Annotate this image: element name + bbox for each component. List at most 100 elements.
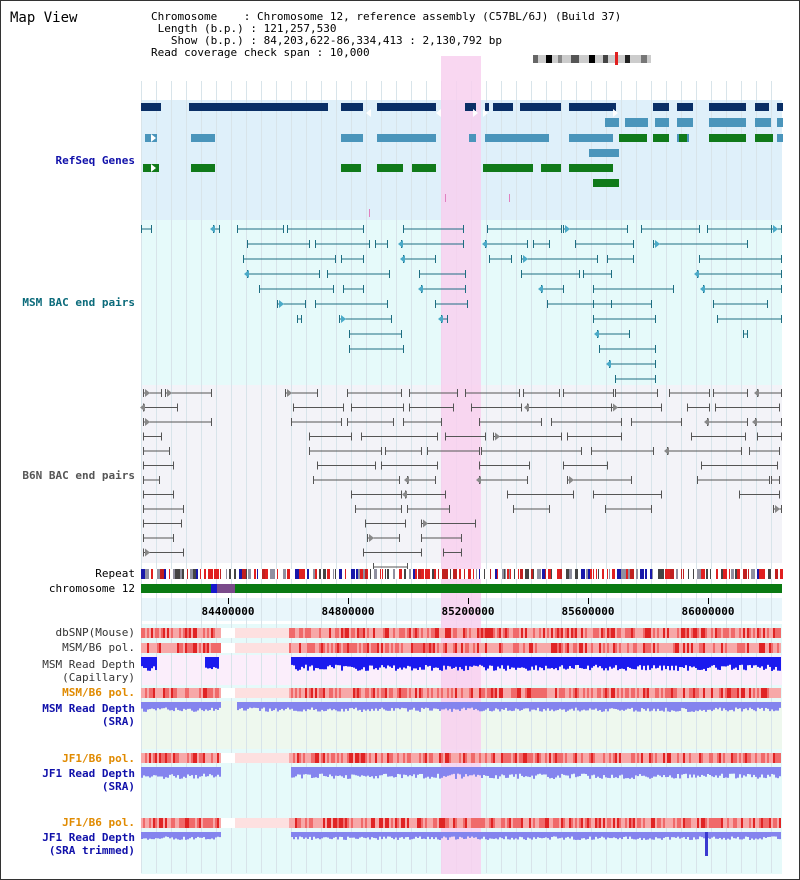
jf1-trim-depth xyxy=(305,832,307,838)
msm-sra-depth xyxy=(335,702,337,711)
msm-pol-mark xyxy=(703,643,705,653)
dbsnp-mark xyxy=(363,628,365,638)
msm-capillary-depth xyxy=(657,657,659,668)
bac-end-arrow xyxy=(523,255,528,263)
dbsnp-mark xyxy=(663,628,665,638)
bac-end xyxy=(421,519,422,528)
dbsnp-mark xyxy=(267,628,269,638)
dbsnp-mark xyxy=(671,628,673,638)
gene-exon xyxy=(777,118,783,127)
dbsnp-mark xyxy=(215,628,217,638)
bac-end xyxy=(513,505,514,513)
msm-pol-mark xyxy=(249,643,251,653)
dbsnp-mark xyxy=(343,628,345,638)
dbsnp-mark xyxy=(247,628,249,638)
jf1-pol-mark xyxy=(173,753,175,763)
jf1-trim-depth xyxy=(365,832,367,839)
jf1-pol-mark xyxy=(297,753,299,763)
bac-end xyxy=(479,461,480,470)
bac-end xyxy=(343,403,344,412)
repeat-mark xyxy=(533,569,534,579)
msm-capillary-depth xyxy=(329,657,331,666)
msm-pol-mark xyxy=(267,643,269,653)
msm-capillary-depth xyxy=(291,657,293,665)
bac-end xyxy=(781,225,782,233)
jf1-sra-depth xyxy=(313,767,315,778)
msm-capillary-depth xyxy=(293,657,295,666)
jf1-pol-mark xyxy=(155,753,157,763)
msm-pol-mark xyxy=(331,643,333,653)
jf1-sra-depth xyxy=(767,767,769,775)
msm-pol-sra-mark xyxy=(463,688,465,698)
msm-sra-depth xyxy=(765,702,767,708)
jf1-sra-depth xyxy=(599,767,601,779)
msm-sra-depth xyxy=(361,702,363,712)
msm-pol-sra-mark xyxy=(523,688,525,698)
jf1-sra-depth xyxy=(595,767,597,778)
msm-capillary-depth xyxy=(633,657,635,670)
bac-end xyxy=(419,270,420,278)
msm-sra-depth xyxy=(543,702,545,710)
msm-sra-depth xyxy=(287,702,289,708)
dbsnp-mark xyxy=(171,628,173,638)
dbsnp-mark xyxy=(403,628,405,638)
dbsnp-mark xyxy=(295,628,297,638)
msm-capillary-depth xyxy=(327,657,329,667)
bac-end xyxy=(151,225,152,233)
dbsnp-mark xyxy=(405,628,407,638)
repeat-mark xyxy=(518,569,519,579)
bac-end xyxy=(211,389,212,397)
msm-pol-sra-mark xyxy=(717,688,719,698)
bac-end-arrow xyxy=(594,330,599,338)
jf1-pol-trim-mark xyxy=(601,818,603,828)
msm-sra-depth xyxy=(683,702,685,709)
jf1-trim-depth xyxy=(385,832,387,839)
msm-pol-mark xyxy=(439,643,441,653)
bac-end xyxy=(421,447,422,455)
jf1-trim-depth xyxy=(191,832,193,838)
repeat-mark xyxy=(283,569,286,579)
dbsnp-mark xyxy=(645,628,647,638)
msm-pol-mark xyxy=(385,643,387,653)
msm-capillary-depth xyxy=(491,657,493,666)
jf1-trim-depth xyxy=(185,832,187,840)
bac-end xyxy=(699,255,700,263)
jf1-pol-mark xyxy=(471,753,473,763)
jf1-pol-trim-mark xyxy=(321,818,323,828)
dbsnp-mark xyxy=(207,628,209,638)
msm-pol-sra-mark xyxy=(591,688,593,698)
msm-pol-sra-mark xyxy=(447,688,449,698)
jf1-pol-trim-mark xyxy=(631,818,633,828)
msm-pol-mark xyxy=(329,643,331,653)
msm-pol-sra-mark xyxy=(655,688,657,698)
msm-capillary-depth xyxy=(351,657,353,667)
jf1-sra-depth xyxy=(533,767,535,779)
dbsnp-mark xyxy=(239,628,241,638)
msm-capillary-depth xyxy=(769,657,771,667)
jf1-pol-mark xyxy=(203,753,205,763)
msm-pol-sra-mark xyxy=(325,688,327,698)
msm-pol-sra-mark xyxy=(397,688,399,698)
jf1-trim-depth xyxy=(755,832,757,839)
bac-end xyxy=(699,225,700,233)
jf1-pol-mark xyxy=(261,753,263,763)
msm-pol-mark xyxy=(493,643,495,653)
jf1-sra-depth xyxy=(147,767,149,777)
dbsnp-mark xyxy=(469,628,471,638)
msm-capillary-depth xyxy=(315,657,317,669)
msm-capillary-depth xyxy=(495,657,497,671)
msm-pol-mark xyxy=(521,643,523,653)
jf1-pol-mark xyxy=(321,753,323,763)
msm-pol-mark xyxy=(573,643,575,653)
bac-end xyxy=(673,285,674,293)
bac-end xyxy=(631,418,632,426)
repeat-mark xyxy=(775,569,778,579)
msm-sra-depth xyxy=(201,702,203,711)
msm-capillary-depth xyxy=(659,657,661,666)
jf1-pol-mark xyxy=(473,753,475,763)
msm-pol-mark xyxy=(337,643,339,653)
bac-end xyxy=(747,418,748,426)
msm-pol-sra-mark xyxy=(685,688,687,698)
msm-pol-sra-mark xyxy=(577,688,579,698)
